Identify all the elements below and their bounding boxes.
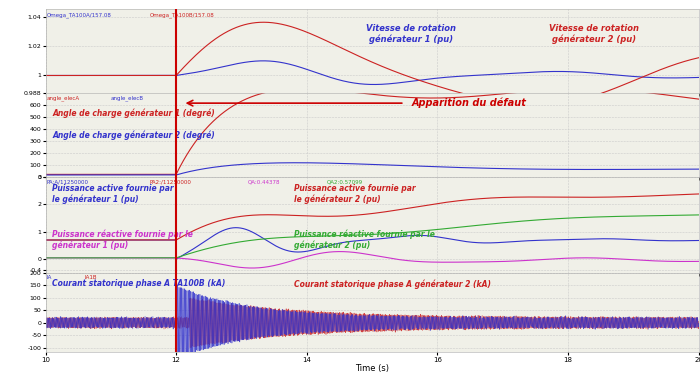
- Text: IA1B: IA1B: [85, 275, 97, 280]
- Text: Vitesse de rotation
générateur 2 (pu): Vitesse de rotation générateur 2 (pu): [549, 25, 639, 44]
- Text: QA:0.44378: QA:0.44378: [248, 180, 281, 185]
- Text: PA:A/11250000: PA:A/11250000: [47, 180, 89, 185]
- Text: Puissance active fournie par
le générateur 2 (pu): Puissance active fournie par le générate…: [294, 184, 415, 204]
- Text: Angle de charge générateur 2 (degré): Angle de charge générateur 2 (degré): [52, 131, 215, 140]
- Text: Courant statorique phase A TA100B (kA): Courant statorique phase A TA100B (kA): [52, 279, 225, 288]
- Text: Courant statorique phase A générateur 2 (kA): Courant statorique phase A générateur 2 …: [294, 279, 491, 289]
- Text: Vitesse de rotation
générateur 1 (pu): Vitesse de rotation générateur 1 (pu): [366, 25, 456, 44]
- Text: Omega_TA100B/157.08: Omega_TA100B/157.08: [150, 12, 215, 18]
- Text: angle_elecA: angle_elecA: [47, 96, 80, 101]
- Text: IA: IA: [47, 275, 52, 280]
- Text: PA2:/11250000: PA2:/11250000: [150, 180, 192, 185]
- Text: Puissance réactive fournie par le
générateur 2 (pu): Puissance réactive fournie par le généra…: [294, 230, 435, 250]
- X-axis label: Time (s): Time (s): [355, 364, 389, 373]
- Text: Omega_TA100A/157.08: Omega_TA100A/157.08: [47, 12, 112, 18]
- Text: angle_elecB: angle_elecB: [111, 96, 144, 101]
- Text: Puissance réactive fournie par le
générateur 1 (pu): Puissance réactive fournie par le généra…: [52, 230, 193, 250]
- Text: QA2:0.57099: QA2:0.57099: [326, 180, 363, 185]
- Text: Puissance active fournie par
le générateur 1 (pu): Puissance active fournie par le générate…: [52, 184, 174, 204]
- Text: Angle de charge générateur 1 (degré): Angle de charge générateur 1 (degré): [52, 108, 215, 118]
- Text: Apparition du défaut: Apparition du défaut: [411, 98, 526, 109]
